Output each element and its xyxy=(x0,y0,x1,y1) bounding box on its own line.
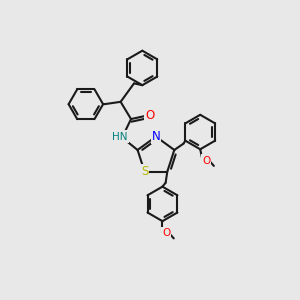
Text: O: O xyxy=(202,156,210,166)
Text: O: O xyxy=(145,109,154,122)
Text: HN: HN xyxy=(112,132,128,142)
Text: O: O xyxy=(162,228,170,238)
Text: N: N xyxy=(152,130,160,143)
Text: S: S xyxy=(141,165,148,178)
